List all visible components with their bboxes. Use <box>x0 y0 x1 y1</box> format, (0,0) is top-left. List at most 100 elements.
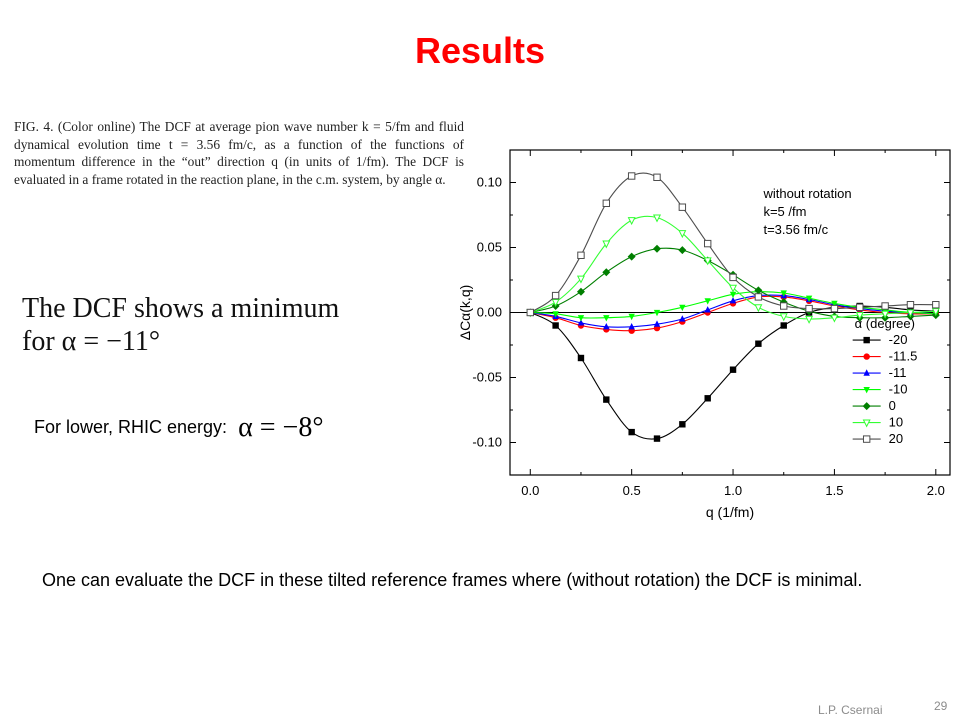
data-point <box>932 301 940 309</box>
data-point <box>603 323 610 330</box>
slide-title: Results <box>414 30 546 71</box>
y-tick-label: 0.05 <box>477 240 502 255</box>
minimum-statement-line2: for α = −11° <box>22 326 161 357</box>
legend-entry: -20 <box>852 332 907 347</box>
data-point <box>653 435 661 442</box>
data-point <box>577 319 585 326</box>
data-point <box>881 302 889 310</box>
legend-label: 10 <box>889 415 903 430</box>
data-point <box>780 322 787 329</box>
data-point <box>906 309 915 318</box>
data-point <box>576 275 585 284</box>
legend-marker <box>863 336 870 344</box>
y-tick-label: 0.00 <box>477 305 502 320</box>
data-point <box>576 287 585 296</box>
x-tick-label: 0.5 <box>623 483 641 498</box>
legend-entry: 0 <box>852 398 896 413</box>
y-tick-label: -0.10 <box>472 435 502 450</box>
data-point <box>729 366 737 373</box>
series-10 <box>526 214 940 324</box>
data-point <box>704 306 711 313</box>
data-point <box>780 302 788 310</box>
data-point <box>526 308 534 317</box>
legend-entry: 10 <box>852 415 903 430</box>
data-point <box>703 257 712 266</box>
x-tick-label: 0.0 <box>521 483 539 498</box>
data-point <box>830 314 839 323</box>
figure-caption: FIG. 4. (Color online) The DCF at averag… <box>14 118 464 188</box>
data-point <box>729 273 737 282</box>
data-point <box>704 395 711 402</box>
data-point <box>653 173 661 181</box>
data-point <box>906 301 915 309</box>
data-point <box>653 244 662 253</box>
data-point <box>653 309 661 317</box>
legend-title: α (degree) <box>855 316 915 331</box>
data-point <box>856 303 864 312</box>
legend-label: -11 <box>889 365 907 380</box>
data-point <box>603 396 610 403</box>
legend-label: 0 <box>889 398 896 413</box>
legend-label: -10 <box>889 382 908 397</box>
legend-marker <box>863 353 870 360</box>
data-point <box>805 295 813 302</box>
data-point <box>577 315 585 322</box>
data-point <box>678 230 687 239</box>
chart-annotation-line: without rotation <box>762 186 851 201</box>
legend-entry: -11.5 <box>852 349 918 364</box>
data-point <box>602 240 611 249</box>
data-point <box>704 298 711 305</box>
minimum-statement-line1: The DCF shows a minimum <box>22 293 340 324</box>
series-20 <box>526 172 940 317</box>
data-point <box>602 268 611 277</box>
legend-marker <box>862 419 871 428</box>
x-axis-label: q (1/fm) <box>706 504 754 520</box>
data-point <box>931 308 940 317</box>
data-point <box>551 299 560 308</box>
minimum-statement: The DCF shows a minimum for α = −11° <box>22 292 402 358</box>
data-point <box>729 291 737 299</box>
data-point <box>754 304 763 313</box>
data-point <box>628 313 635 321</box>
data-point <box>627 172 636 180</box>
rhic-energy-statement: For lower, RHIC energy: α = −8° <box>34 412 324 444</box>
data-point <box>805 304 813 313</box>
data-point <box>830 304 839 313</box>
data-point <box>628 323 635 330</box>
data-point <box>754 293 763 301</box>
data-point <box>603 315 610 322</box>
data-point <box>602 199 611 207</box>
legend-entry: -10 <box>852 382 908 397</box>
x-tick-label: 1.5 <box>825 483 843 498</box>
data-point <box>653 320 661 327</box>
data-point <box>552 322 559 329</box>
data-point <box>627 252 636 261</box>
legend-label: 20 <box>889 431 903 446</box>
conclusion-text: One can evaluate the DCF in these tilted… <box>42 570 863 590</box>
series-line <box>530 247 936 319</box>
y-tick-label: 0.10 <box>477 175 502 190</box>
data-point <box>627 217 636 226</box>
data-point <box>652 214 662 223</box>
data-point <box>754 286 763 295</box>
y-axis-label: ΔCα(k,q) <box>457 285 473 341</box>
data-point <box>755 340 762 347</box>
data-point <box>855 312 864 321</box>
data-point <box>551 291 560 300</box>
dcf-chart: 0.0 0.5 1.0 1.5 2.0 0.10 0.05 0.00 -0.05 -0.10 q (… <box>457 149 951 520</box>
data-point <box>679 421 686 428</box>
data-point <box>779 313 788 322</box>
x-tick-label: 2.0 <box>927 483 945 498</box>
data-point <box>703 239 712 248</box>
data-point <box>628 428 635 436</box>
data-point <box>678 203 687 211</box>
legend-marker <box>862 435 871 443</box>
legend-label: -11.5 <box>889 349 918 364</box>
data-point <box>780 290 787 297</box>
data-point <box>679 315 686 322</box>
data-point <box>577 354 585 362</box>
data-point <box>805 315 814 324</box>
y-tick-label: -0.05 <box>472 370 502 385</box>
figure-caption-text: FIG. 4. (Color online) The DCF at averag… <box>14 119 464 187</box>
data-point <box>577 251 585 259</box>
